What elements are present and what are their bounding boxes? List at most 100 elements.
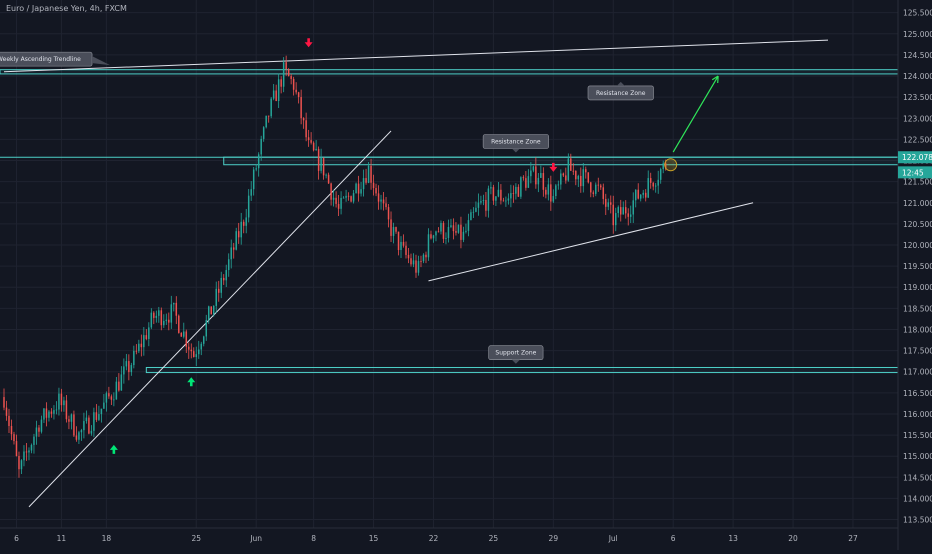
y-tick-label: 113.500 xyxy=(903,516,932,525)
candle-body xyxy=(512,193,515,194)
candle-body xyxy=(153,312,155,318)
candle-body xyxy=(310,140,312,143)
candle-body xyxy=(590,182,592,193)
candle-body xyxy=(457,224,460,233)
candle-body xyxy=(595,184,597,194)
candle-body xyxy=(165,319,168,321)
badge-bg xyxy=(898,166,932,179)
candle-body xyxy=(410,258,412,265)
candle-body xyxy=(615,213,617,226)
candle-body xyxy=(402,241,405,246)
candle-body xyxy=(80,430,83,433)
candle-body xyxy=(347,195,350,197)
candle-body xyxy=(245,217,247,226)
candle-body xyxy=(193,351,195,357)
resistance-zone-top-callout: Resistance Zone xyxy=(587,81,654,101)
candle-body xyxy=(395,227,397,232)
candle-body xyxy=(657,179,659,186)
x-tick-label: 8 xyxy=(311,534,316,543)
candle-body xyxy=(70,414,73,422)
candle-body xyxy=(110,396,113,400)
candle-body xyxy=(130,365,133,373)
candle-body xyxy=(505,200,507,202)
candle-body xyxy=(585,169,587,173)
candle-body xyxy=(342,197,345,199)
grid xyxy=(0,0,898,528)
candle-body xyxy=(577,175,580,180)
x-tick-label: 29 xyxy=(549,534,559,543)
candle-body xyxy=(555,185,557,197)
candle-body xyxy=(60,393,63,406)
candle-body xyxy=(33,436,35,445)
candle-body xyxy=(90,430,93,434)
candle-body xyxy=(427,234,430,258)
candle-body xyxy=(647,178,649,198)
candle-body xyxy=(113,399,115,401)
x-tick-label: 11 xyxy=(57,534,67,543)
candle-body xyxy=(63,400,65,406)
candle-body xyxy=(290,76,292,79)
candle-body xyxy=(103,402,105,409)
candle-body xyxy=(362,178,365,190)
x-tick-label: Jul xyxy=(608,534,618,543)
candle-body xyxy=(375,187,377,194)
candle-body xyxy=(160,310,163,326)
candle-body xyxy=(357,183,360,194)
candle-body xyxy=(537,177,540,185)
candle-body xyxy=(490,187,492,189)
candle-body xyxy=(607,202,610,207)
y-tick-label: 115.500 xyxy=(903,431,932,440)
support-zone xyxy=(145,366,899,374)
candle-body xyxy=(542,173,545,190)
candle-body xyxy=(642,192,644,195)
y-tick-label: 120.500 xyxy=(903,220,932,229)
rising-support-trendline xyxy=(28,130,392,508)
candle-body xyxy=(28,450,30,453)
y-tick-label: 115.000 xyxy=(903,452,932,461)
candle-body xyxy=(472,211,475,213)
candle-body xyxy=(138,343,140,352)
candle-body xyxy=(105,393,108,403)
candle-body xyxy=(664,163,667,169)
candle-body xyxy=(567,158,570,181)
candle-body xyxy=(95,412,98,420)
candle-body xyxy=(45,408,48,418)
x-tick-label: 20 xyxy=(788,534,798,543)
candle-body xyxy=(252,169,255,190)
y-tick-label: 119.000 xyxy=(903,283,932,292)
callout-pointer xyxy=(616,81,625,86)
y-tick-label: 124.500 xyxy=(903,51,932,60)
callout-text: Resistance Zone xyxy=(596,90,646,97)
candle-body xyxy=(287,69,290,77)
candle-body xyxy=(8,415,10,427)
candle-body xyxy=(450,225,452,227)
candle-body xyxy=(482,200,485,202)
candle-body xyxy=(185,331,188,347)
candle-body xyxy=(170,304,173,323)
candle-body xyxy=(624,207,627,214)
candle-body xyxy=(477,202,480,208)
candle-body xyxy=(205,320,208,337)
candle-body xyxy=(639,194,642,199)
candle-body xyxy=(432,235,435,239)
candle-body xyxy=(200,343,203,350)
candle-body xyxy=(545,189,547,195)
candle-body xyxy=(15,441,18,457)
candle-body xyxy=(40,419,43,432)
candle-body xyxy=(178,315,180,333)
candle-body xyxy=(265,115,267,128)
candle-body xyxy=(115,381,118,400)
y-tick-label: 118.000 xyxy=(903,325,932,334)
y-tick-label: 116.500 xyxy=(903,389,932,398)
candle-body xyxy=(442,223,445,239)
candle-body xyxy=(649,178,652,183)
candle-body xyxy=(337,203,340,209)
candle-body xyxy=(195,354,198,357)
candle-body xyxy=(617,207,620,214)
candle-body xyxy=(335,197,337,204)
candle-body xyxy=(270,98,272,117)
x-tick-label: 15 xyxy=(369,534,379,543)
candle-body xyxy=(232,247,235,250)
